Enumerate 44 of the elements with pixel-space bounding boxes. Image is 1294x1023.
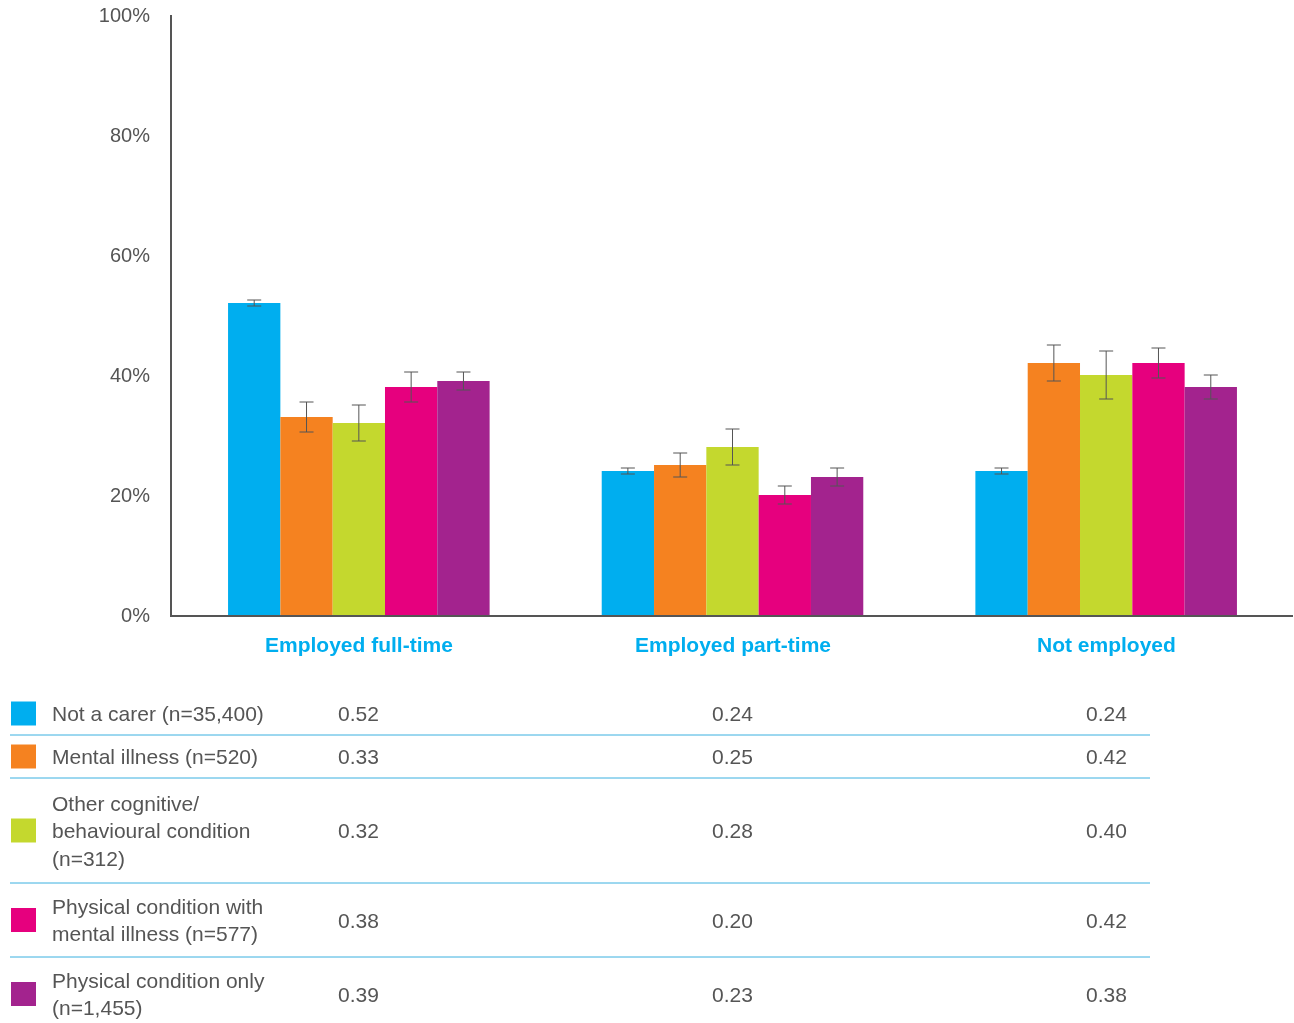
y-tick-label: 0%: [121, 604, 151, 626]
bar: [601, 471, 655, 615]
data-label: 0.32: [338, 819, 379, 842]
bar: [706, 447, 759, 615]
legend-label: Physical condition with mental illness (n=577): [52, 895, 264, 946]
bar: [1080, 375, 1133, 615]
bar: [280, 417, 333, 615]
legend-label: Other cognitive/ behavioural condition (n=312): [52, 792, 251, 870]
bar: [384, 387, 438, 615]
data-label: 0.42: [1086, 909, 1127, 932]
data-label: 0.23: [712, 983, 753, 1006]
y-tick-label: 100%: [98, 4, 151, 26]
data-label: 0.28: [712, 819, 753, 842]
y-tick-label: 60%: [109, 244, 151, 266]
bar: [758, 495, 811, 615]
y-tick-label: 80%: [109, 124, 151, 146]
legend-label: Physical condition only (n=1,455): [52, 969, 265, 1020]
data-label: 0.33: [338, 745, 379, 768]
data-label: 0.39: [338, 983, 379, 1006]
bar: [810, 477, 864, 615]
data-label: 0.40: [1086, 819, 1127, 842]
legend-label: Mental illness (n=520): [52, 745, 259, 768]
data-label: 0.25: [712, 745, 753, 768]
data-label: 0.38: [338, 909, 379, 932]
bar: [437, 381, 490, 615]
bar: [332, 423, 385, 615]
bar: [975, 471, 1028, 615]
data-label: 0.20: [712, 909, 753, 932]
y-tick-label: 40%: [109, 364, 151, 386]
bar: [1132, 363, 1185, 615]
legend-label: Not a carer (n=35,400): [52, 702, 264, 725]
x-tick-label: Employed full-time: [265, 633, 453, 656]
data-label: 0.52: [338, 702, 379, 725]
data-label: 0.38: [1086, 983, 1127, 1006]
bar: [1027, 363, 1081, 615]
data-label: 0.42: [1086, 745, 1127, 768]
x-tick-label: Not employed: [1037, 633, 1176, 656]
bar: [654, 465, 707, 615]
x-tick-label: Employed part-time: [635, 633, 832, 656]
data-label: 0.24: [712, 702, 754, 725]
data-label: 0.24: [1086, 702, 1128, 725]
bar: [228, 303, 281, 615]
y-tick-label: 20%: [109, 484, 151, 506]
bar: [1184, 387, 1237, 615]
